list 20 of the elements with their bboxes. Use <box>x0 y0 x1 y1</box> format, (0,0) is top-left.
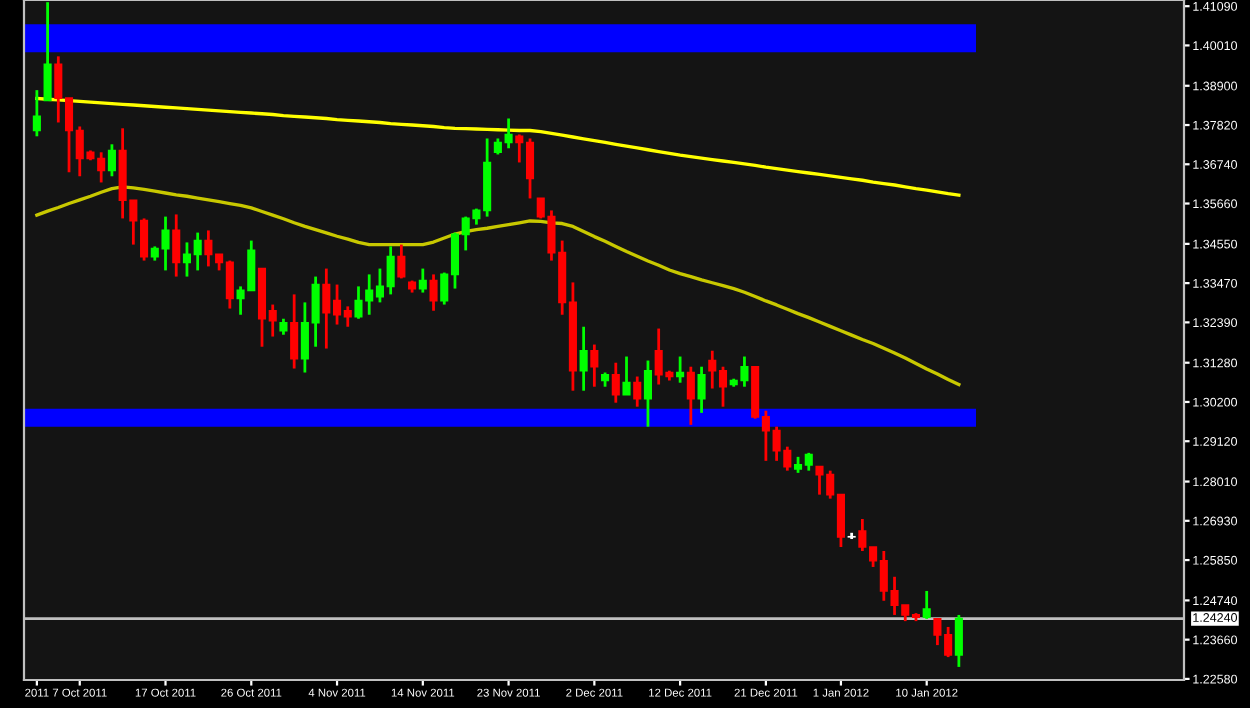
candlestick <box>429 273 438 313</box>
candlestick <box>633 375 642 409</box>
candlestick <box>686 365 695 427</box>
candlestick <box>622 355 631 397</box>
candlestick <box>697 365 706 415</box>
candlestick <box>172 213 181 278</box>
candlestick <box>418 267 427 294</box>
candlestick <box>611 361 620 405</box>
candlestick <box>397 243 406 280</box>
candlestick <box>290 293 299 370</box>
candlestick <box>954 613 963 669</box>
line-series <box>35 185 961 387</box>
candlestick <box>676 355 685 385</box>
candlestick <box>579 325 588 393</box>
candlestick <box>590 343 599 389</box>
candlestick <box>107 142 116 178</box>
candlestick <box>643 359 653 429</box>
candlestick <box>43 0 52 102</box>
candlestick <box>922 589 931 621</box>
candlestick <box>32 88 41 138</box>
